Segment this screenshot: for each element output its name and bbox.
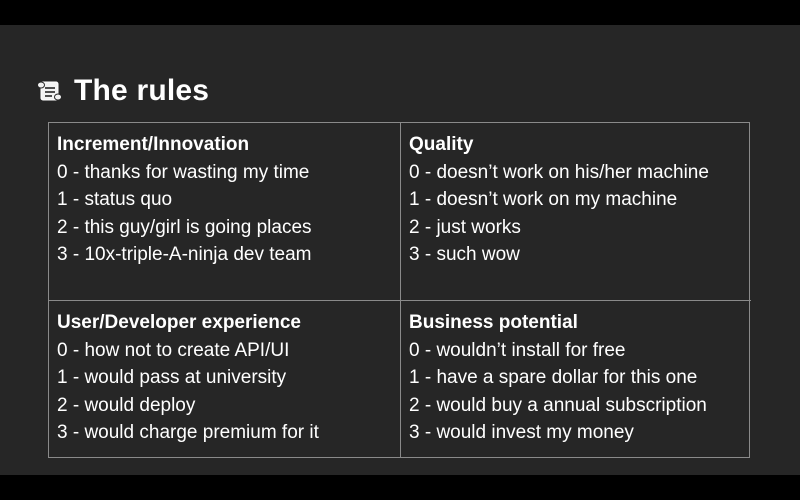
score-line: 2 - would deploy xyxy=(57,394,196,416)
cell-heading: User/Developer experience xyxy=(57,312,301,333)
cell-heading: Quality xyxy=(409,134,474,155)
score-line: 1 - status quo xyxy=(57,189,173,210)
score-line: 3 - such wow xyxy=(409,244,520,265)
cell-heading: Business potential xyxy=(409,312,578,333)
score-line: 2 - this guy/girl is going places xyxy=(57,216,312,238)
score-line: 0 - thanks for wasting my time xyxy=(57,161,310,183)
score-line: 3 - 10x-triple-A-ninja dev team xyxy=(57,244,312,265)
rule-cell-increment-innovation: Increment/Innovation 0 - thanks for wast… xyxy=(49,123,400,300)
slide: The rules Increment/Innovation 0 - thank… xyxy=(0,25,800,475)
score-line: 0 - wouldn’t install for free xyxy=(409,339,626,361)
score-line: 0 - how not to create API/UI xyxy=(57,339,290,361)
rule-cell-user-developer-experience: User/Developer experience 0 - how not to… xyxy=(49,300,400,458)
score-line: 1 - would pass at university xyxy=(57,367,287,388)
score-line: 1 - doesn’t work on my machine xyxy=(409,189,678,210)
score-line: 0 - doesn’t work on his/her machine xyxy=(409,161,709,183)
score-line: 1 - have a spare dollar for this one xyxy=(409,367,698,388)
score-line: 3 - would charge premium for it xyxy=(57,422,319,443)
score-line: 2 - would buy a annual subscription xyxy=(409,394,707,416)
title-row: The rules xyxy=(36,71,209,111)
scroll-icon xyxy=(36,78,64,104)
slide-title: The rules xyxy=(74,74,210,107)
rules-grid: Increment/Innovation 0 - thanks for wast… xyxy=(48,122,751,458)
cell-heading: Increment/Innovation xyxy=(57,134,250,155)
score-line: 3 - would invest my money xyxy=(409,422,634,443)
rule-cell-business-potential: Business potential 0 - wouldn’t install … xyxy=(400,300,751,458)
rule-cell-quality: Quality 0 - doesn’t work on his/her mach… xyxy=(400,123,751,300)
score-line: 2 - just works xyxy=(409,216,521,238)
